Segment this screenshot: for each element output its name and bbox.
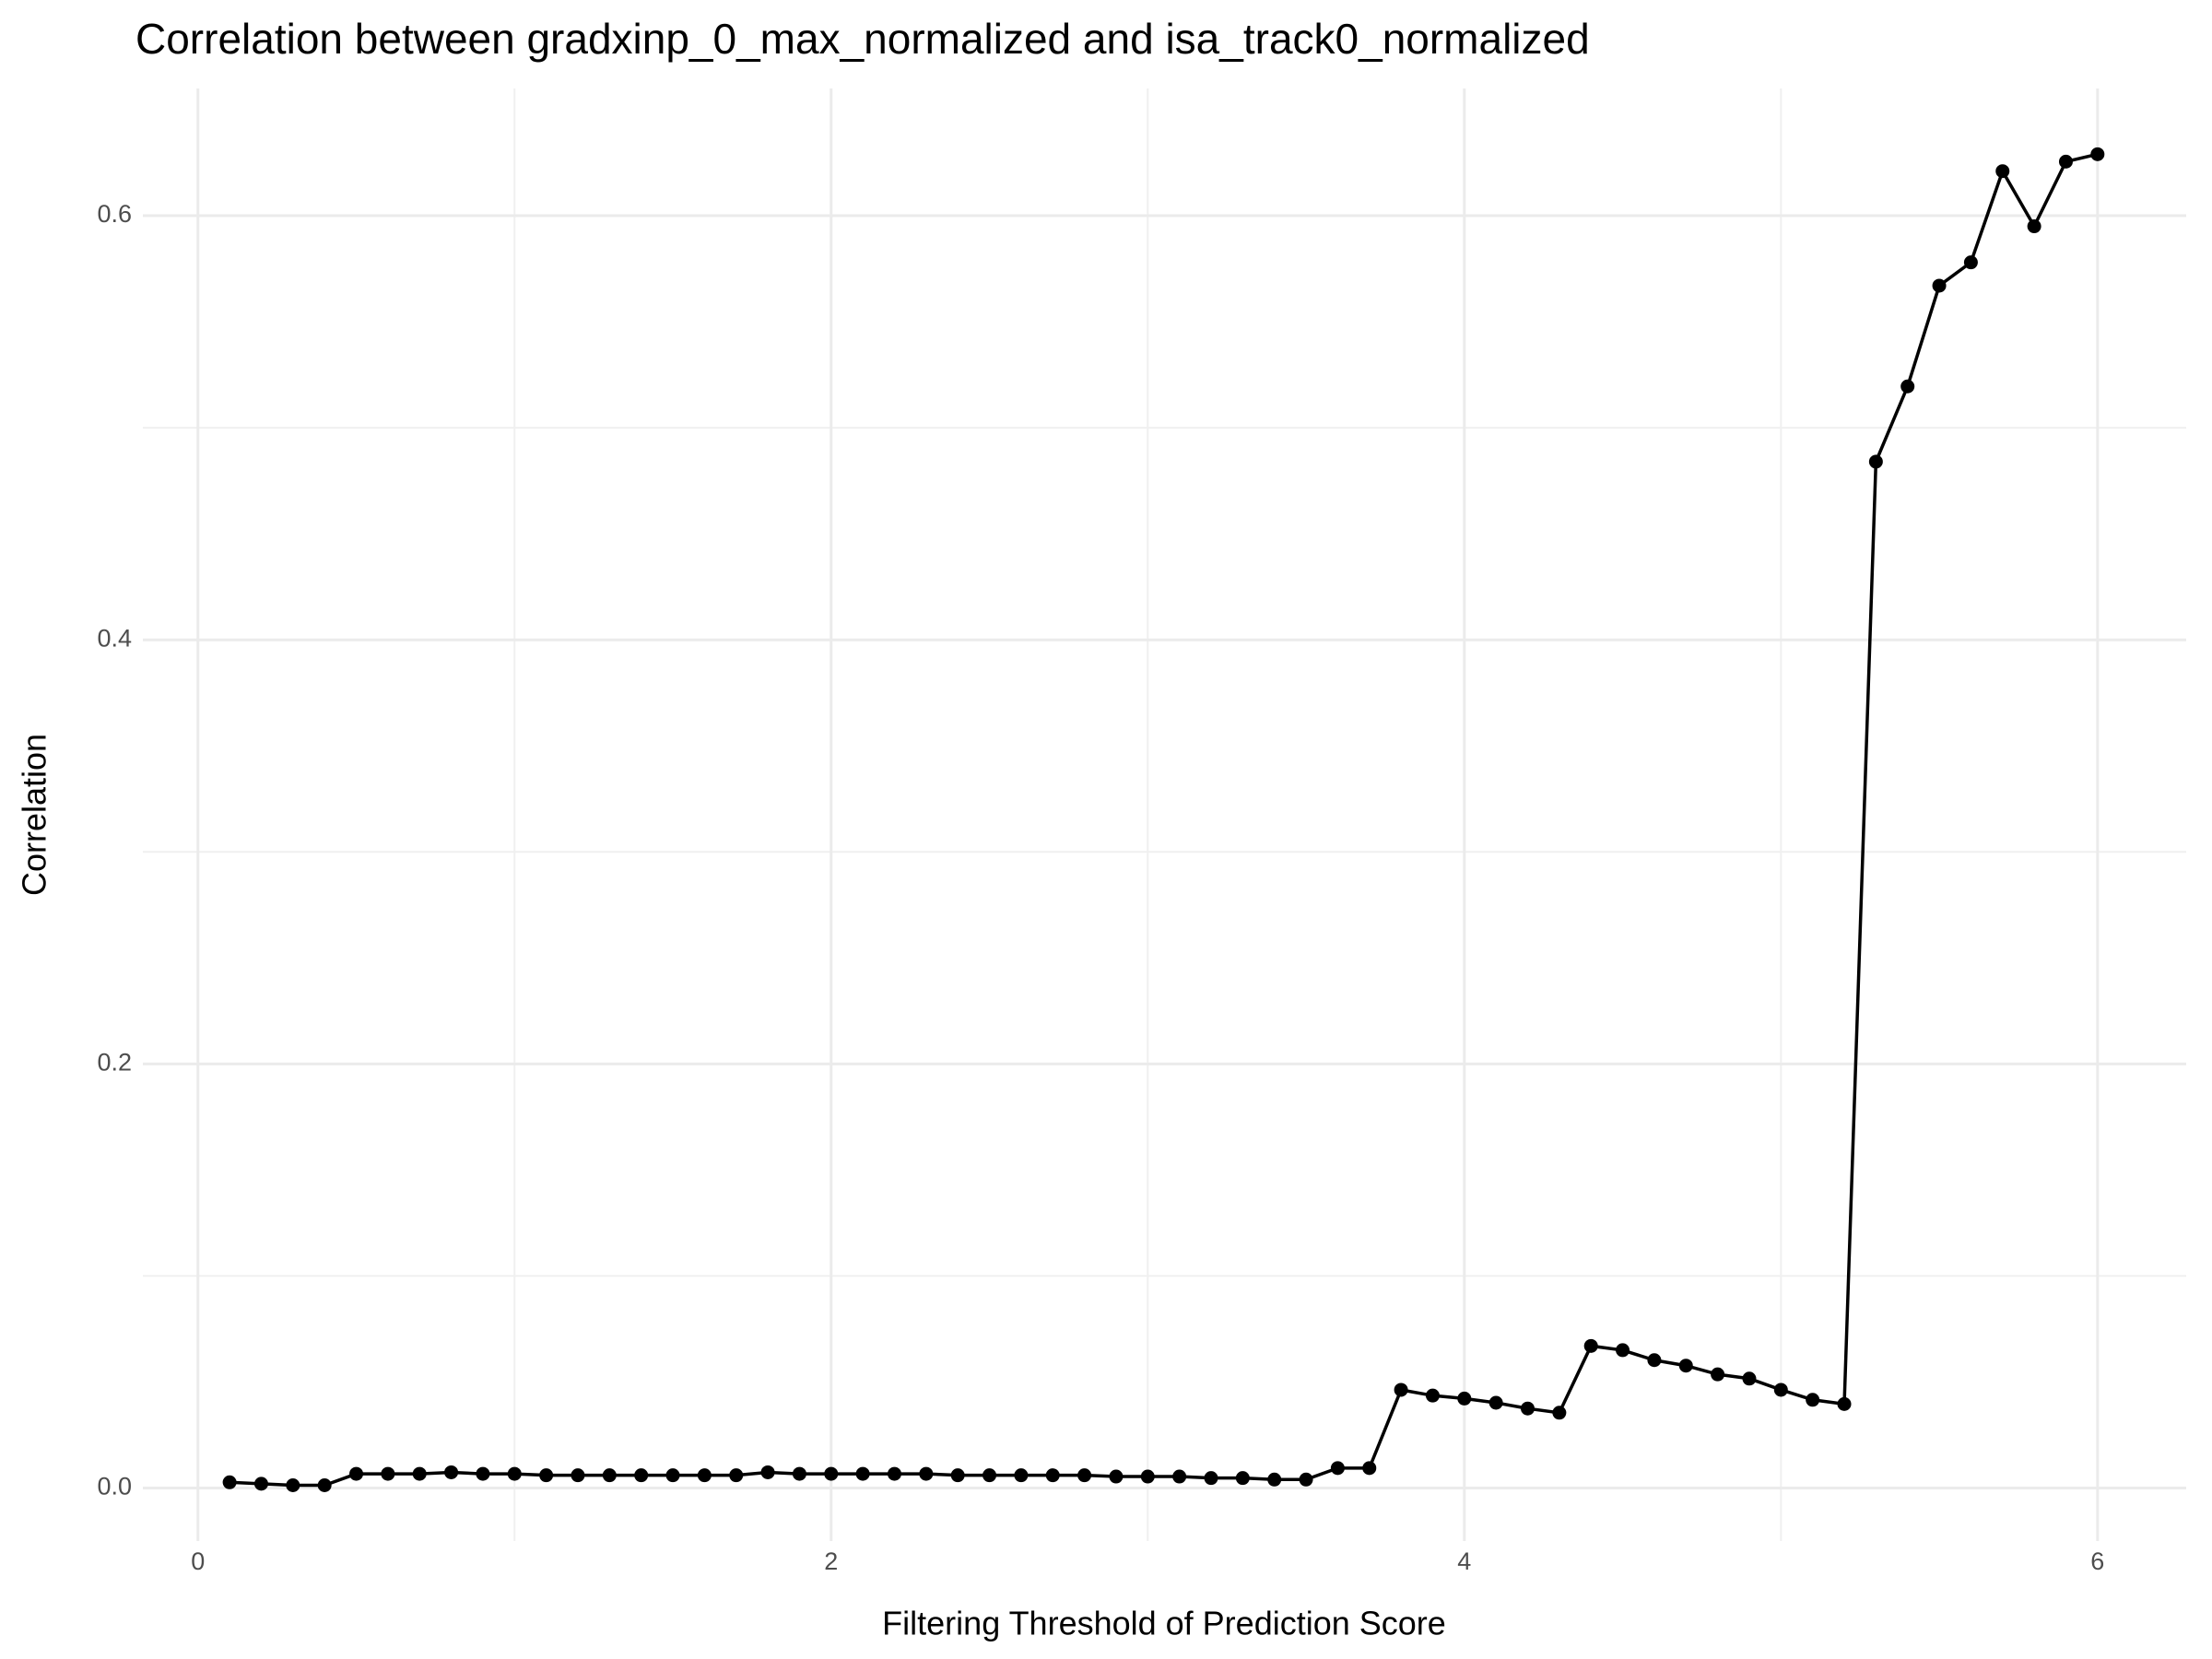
chart-title: Correlation between gradxinp_0_max_norma…: [135, 15, 1590, 63]
point: [476, 1466, 490, 1481]
point: [1077, 1468, 1092, 1483]
point: [1932, 278, 1947, 293]
point: [665, 1468, 680, 1483]
point: [1583, 1338, 1598, 1353]
x-tick-label: 4: [1457, 1547, 1471, 1575]
x-axis-title: Filtering Threshold of Prediction Score: [882, 1605, 1446, 1642]
point: [1806, 1393, 1820, 1407]
point: [1742, 1371, 1757, 1386]
x-tick-label: 0: [191, 1547, 205, 1575]
point: [729, 1468, 744, 1483]
y-tick-label: 0.4: [97, 624, 132, 652]
point: [444, 1465, 459, 1479]
point: [1552, 1406, 1567, 1420]
point: [2027, 219, 2041, 234]
point: [1773, 1382, 1788, 1397]
y-tick-label: 0.0: [97, 1473, 132, 1500]
point: [634, 1468, 649, 1483]
point: [317, 1477, 332, 1492]
point: [507, 1466, 522, 1481]
point: [222, 1475, 237, 1489]
point: [1109, 1469, 1124, 1484]
point: [1362, 1461, 1377, 1476]
point: [571, 1468, 585, 1483]
point: [1647, 1353, 1662, 1368]
y-axis-title: Correlation: [16, 734, 53, 896]
point: [1140, 1469, 1155, 1484]
point: [1457, 1391, 1472, 1406]
x-tick-label: 2: [824, 1547, 838, 1575]
point: [1488, 1395, 1503, 1410]
point: [1678, 1359, 1693, 1373]
point: [412, 1466, 427, 1481]
x-tick-label: 6: [2090, 1547, 2104, 1575]
point: [855, 1466, 870, 1481]
point: [919, 1466, 934, 1481]
point: [1235, 1471, 1250, 1486]
point: [381, 1466, 395, 1481]
point: [1299, 1472, 1313, 1487]
point: [539, 1468, 554, 1483]
point: [887, 1466, 901, 1481]
point: [602, 1468, 617, 1483]
point: [1425, 1388, 1440, 1403]
point: [1394, 1382, 1408, 1397]
point: [1616, 1343, 1630, 1358]
point: [2090, 147, 2105, 161]
point: [1868, 454, 1883, 469]
point: [286, 1477, 300, 1492]
point: [760, 1465, 775, 1479]
point: [697, 1468, 712, 1483]
point: [1900, 379, 1915, 394]
point: [1204, 1471, 1218, 1486]
point: [824, 1466, 839, 1481]
point: [1172, 1469, 1187, 1484]
point: [1711, 1367, 1725, 1382]
point: [1014, 1468, 1029, 1483]
grid: [143, 88, 2186, 1541]
point: [1963, 255, 1978, 270]
y-tick-label: 0.6: [97, 200, 132, 228]
point: [1045, 1468, 1060, 1483]
point: [349, 1466, 364, 1481]
point: [253, 1477, 268, 1491]
point: [1837, 1396, 1852, 1411]
point: [1330, 1461, 1345, 1476]
y-tick-label: 0.2: [97, 1048, 132, 1076]
point: [982, 1468, 997, 1483]
point: [1521, 1401, 1535, 1416]
point: [1267, 1472, 1282, 1487]
point: [1995, 164, 2010, 179]
point: [2058, 154, 2073, 169]
point: [950, 1468, 965, 1483]
point: [792, 1466, 806, 1481]
